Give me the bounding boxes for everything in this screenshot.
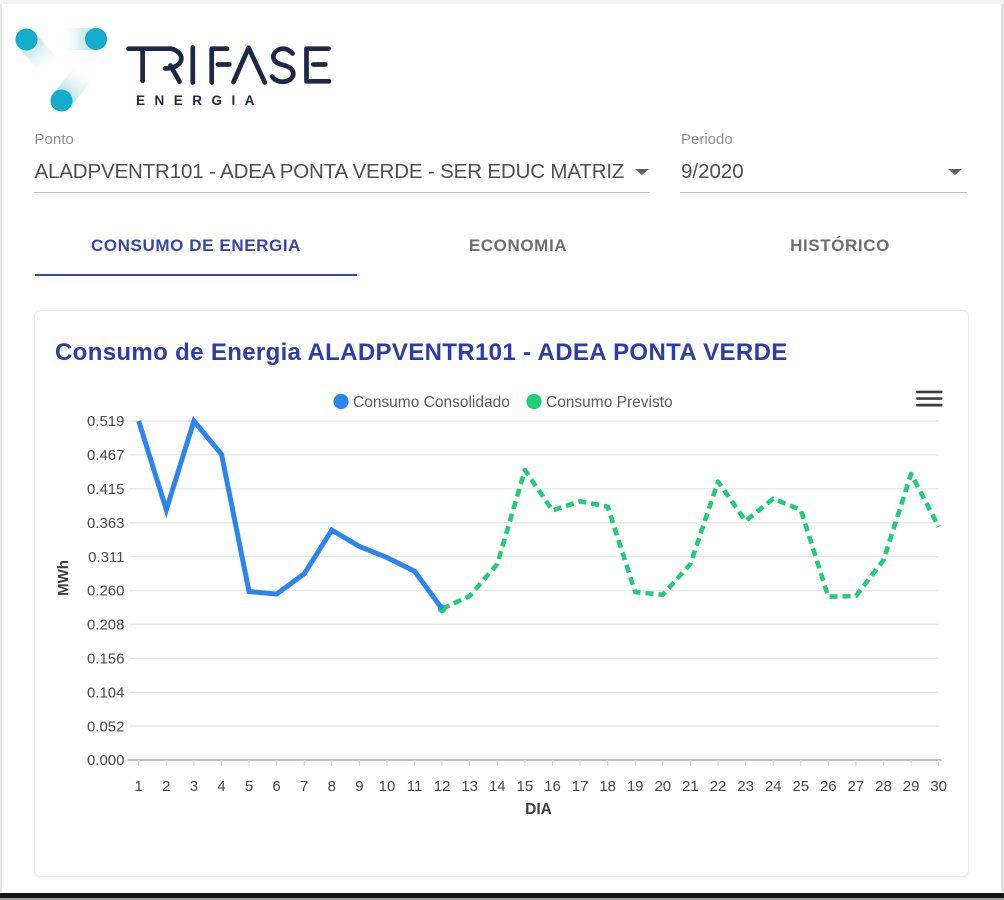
svg-text:12: 12	[433, 778, 450, 795]
svg-text:11: 11	[406, 778, 422, 795]
svg-text:28: 28	[875, 778, 892, 795]
svg-text:Consumo Consolidado: Consumo Consolidado	[353, 394, 510, 411]
svg-text:8: 8	[327, 778, 335, 795]
svg-text:4: 4	[217, 778, 225, 795]
svg-text:0.208: 0.208	[86, 617, 124, 634]
svg-text:24: 24	[764, 778, 781, 795]
svg-text:0.415: 0.415	[86, 481, 124, 498]
svg-text:14: 14	[488, 778, 505, 795]
svg-text:26: 26	[819, 778, 836, 795]
svg-text:19: 19	[626, 778, 643, 795]
svg-text:0.363: 0.363	[86, 515, 124, 532]
svg-text:17: 17	[571, 778, 588, 795]
svg-text:1: 1	[134, 778, 142, 795]
svg-text:15: 15	[516, 778, 533, 795]
svg-text:3: 3	[189, 778, 197, 795]
svg-text:0.260: 0.260	[86, 583, 124, 600]
svg-text:0.156: 0.156	[86, 651, 124, 668]
svg-text:30: 30	[930, 778, 947, 795]
svg-text:25: 25	[792, 778, 809, 795]
svg-text:0.467: 0.467	[86, 447, 124, 464]
svg-text:9: 9	[355, 778, 363, 795]
svg-text:18: 18	[599, 778, 616, 795]
svg-text:DIA: DIA	[525, 801, 552, 818]
svg-text:23: 23	[737, 778, 754, 795]
svg-text:13: 13	[461, 778, 478, 795]
svg-text:MWh: MWh	[55, 560, 72, 596]
svg-text:22: 22	[709, 778, 726, 795]
svg-text:0.311: 0.311	[88, 549, 124, 566]
svg-text:2: 2	[162, 778, 170, 795]
svg-text:29: 29	[902, 778, 919, 795]
svg-text:0.052: 0.052	[86, 718, 124, 735]
svg-text:0.519: 0.519	[86, 413, 124, 430]
svg-text:27: 27	[847, 778, 864, 795]
svg-text:0.000: 0.000	[86, 752, 124, 769]
svg-text:7: 7	[300, 778, 308, 795]
svg-text:16: 16	[544, 778, 561, 795]
svg-text:10: 10	[378, 778, 395, 795]
svg-text:0.104: 0.104	[86, 684, 124, 701]
svg-text:5: 5	[244, 778, 252, 795]
svg-text:6: 6	[272, 778, 280, 795]
svg-text:21: 21	[682, 778, 699, 795]
svg-text:Consumo Previsto: Consumo Previsto	[546, 394, 673, 411]
svg-text:20: 20	[654, 778, 671, 795]
